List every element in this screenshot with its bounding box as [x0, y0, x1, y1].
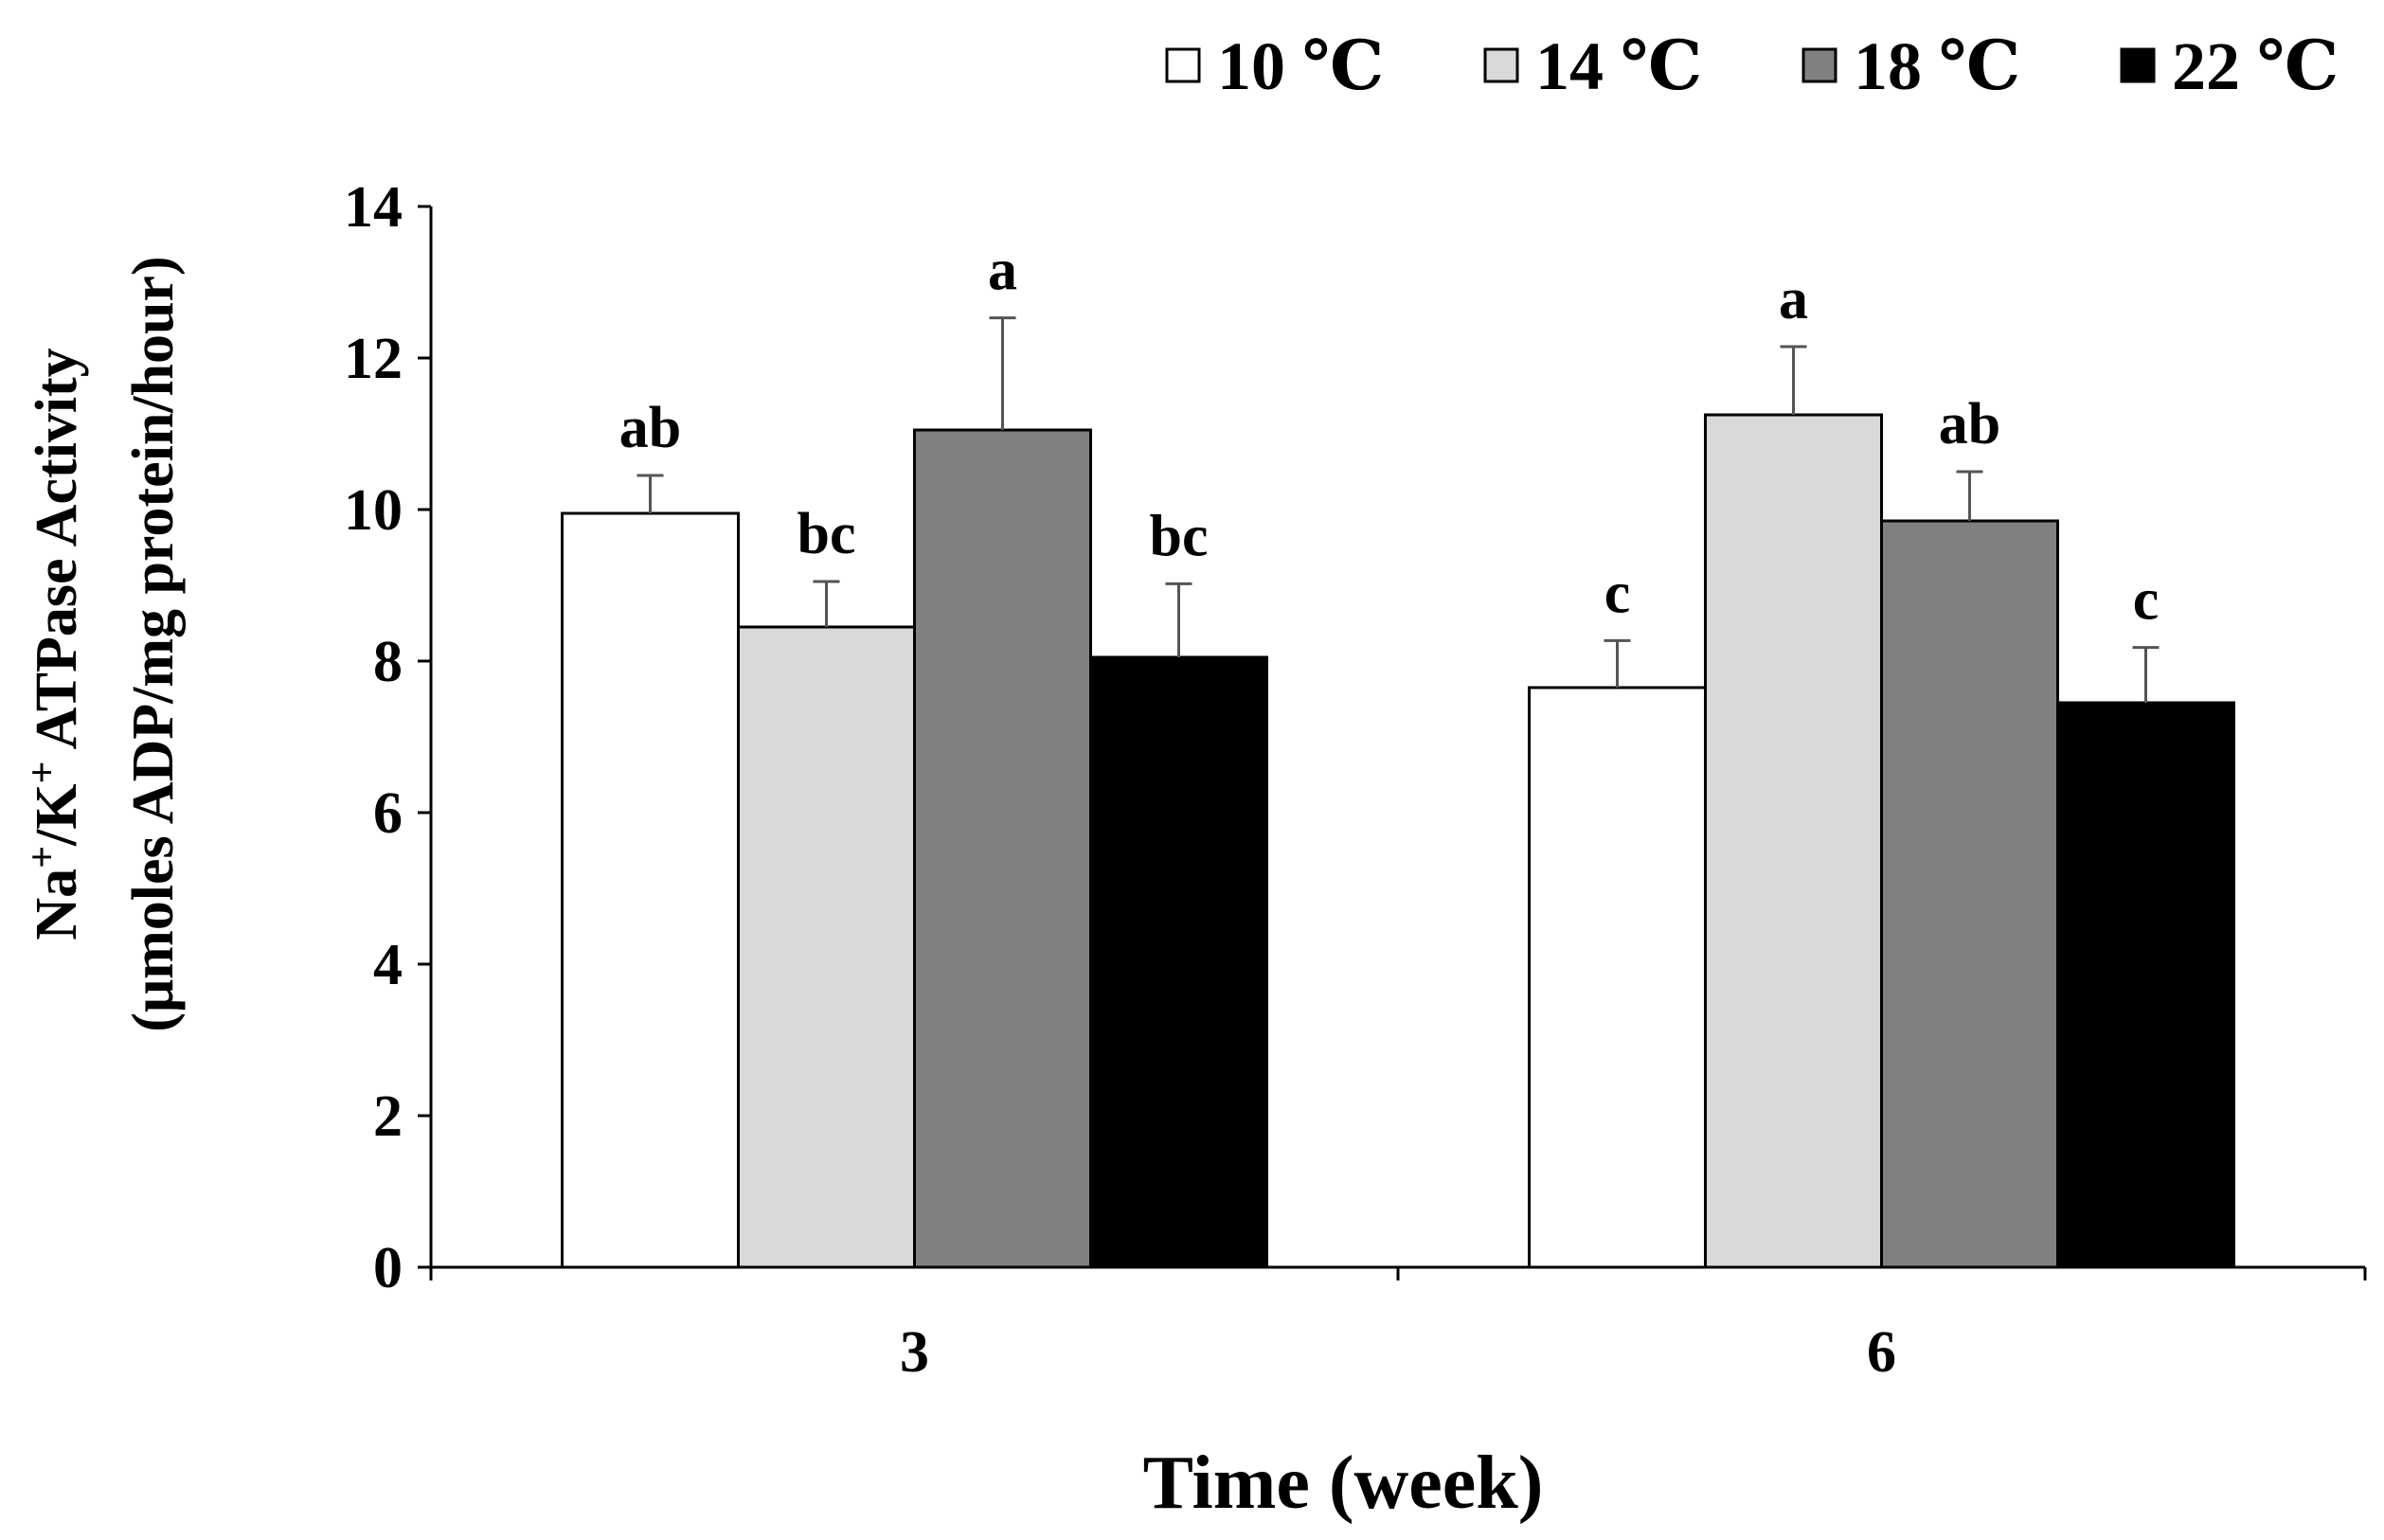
y-axis: 0 2 4 6 8 10 12 14	[344, 175, 433, 1300]
legend-label: 22 ℃	[2172, 28, 2339, 104]
x-tick-label: 6	[1867, 1320, 1896, 1385]
y-axis-title-line1: Na+/K+ ATPase Activity	[21, 348, 89, 940]
legend-item: 22 ℃	[2120, 28, 2339, 104]
y-tick-label: 10	[344, 478, 403, 543]
legend-label: 10 ℃	[1217, 28, 1384, 104]
x-tick-label: 3	[900, 1320, 929, 1385]
bars	[561, 413, 2235, 1269]
legend-swatch	[1801, 47, 1837, 83]
legend: 10 ℃ 14 ℃ 18 ℃ 22 ℃	[1165, 28, 2339, 104]
significance-letter: a	[1779, 267, 1808, 331]
significance-letter: ab	[1939, 392, 2000, 457]
bar	[2056, 701, 2235, 1269]
legend-item: 14 ℃	[1483, 28, 1702, 104]
legend-item: 18 ℃	[1801, 28, 2020, 104]
y-tick-label: 6	[373, 781, 403, 846]
y-tick-label: 2	[373, 1084, 403, 1149]
bar	[737, 625, 916, 1269]
bar	[1089, 655, 1268, 1269]
significance-letter: bc	[1150, 504, 1209, 568]
error-bars	[636, 316, 2160, 703]
bar	[1880, 519, 2059, 1269]
significance-letter: a	[988, 239, 1017, 303]
significance-letter: c	[2133, 568, 2160, 633]
y-tick-label: 12	[344, 327, 403, 391]
significance-letter: c	[1604, 561, 1631, 625]
bar	[561, 511, 740, 1269]
significance-letter: bc	[798, 502, 856, 566]
y-tick-label: 14	[344, 175, 403, 240]
legend-item: 10 ℃	[1165, 28, 1384, 104]
legend-label: 18 ℃	[1854, 28, 2020, 104]
legend-swatch	[2120, 47, 2156, 83]
legend-swatch	[1483, 47, 1519, 83]
bar	[1704, 413, 1883, 1269]
y-axis-title-line2: (μmoles ADP/mg protein/hour)	[121, 256, 186, 1031]
y-tick-label: 4	[373, 933, 403, 997]
x-axis-title: Time (week)	[1143, 1442, 1544, 1525]
significance-letter: ab	[619, 396, 681, 460]
y-tick-label: 8	[373, 630, 403, 694]
legend-swatch	[1165, 47, 1201, 83]
legend-label: 14 ℃	[1535, 28, 1702, 104]
y-tick-label: 0	[373, 1236, 403, 1300]
bar	[1528, 686, 1707, 1269]
bar	[913, 428, 1092, 1269]
